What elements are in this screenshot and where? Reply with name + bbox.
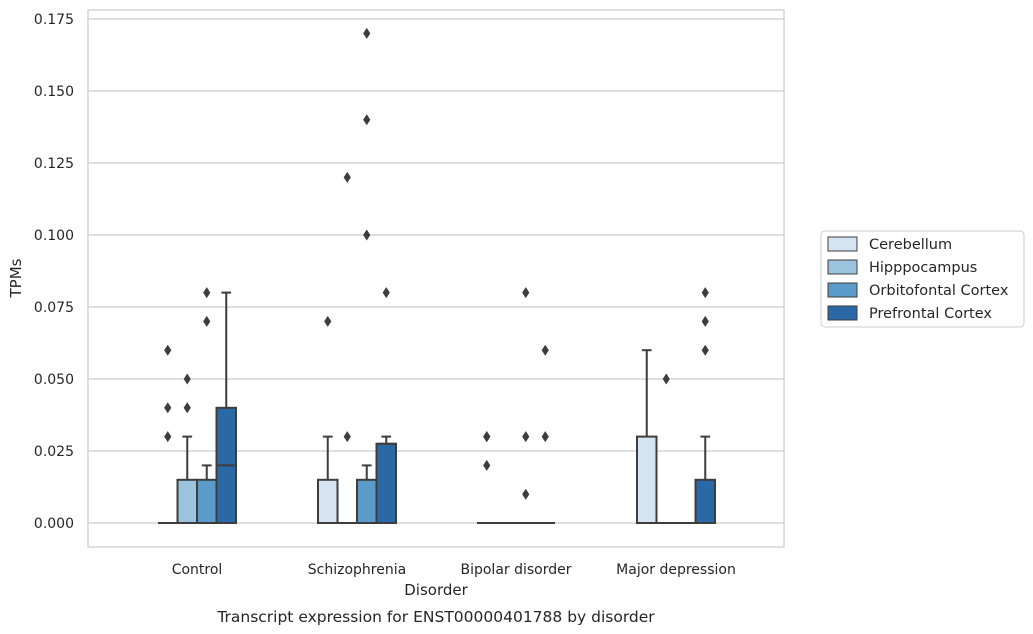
x-tick-label: Major depression — [616, 562, 736, 578]
y-tick-label: 0.025 — [34, 444, 74, 460]
boxes — [158, 291, 716, 525]
outlier-point — [522, 431, 530, 443]
outlier-point — [363, 229, 371, 241]
legend-swatch — [827, 259, 858, 275]
x-tick-label: Control — [172, 562, 223, 578]
outlier-point — [183, 373, 191, 385]
legend-items: Cerebellum Hipppocampus Orbitofontal Corte… — [827, 236, 1009, 322]
outlier-point — [343, 171, 351, 183]
y-axis-label: TPMs — [7, 258, 25, 298]
y-tick-label: 0.075 — [34, 300, 74, 316]
legend-swatch — [827, 305, 858, 321]
gridlines — [88, 18, 784, 524]
y-tick-label: 0.050 — [34, 372, 74, 388]
legend-label: Cerebellum — [869, 237, 952, 253]
outlier-point — [701, 315, 709, 327]
legend-label: Prefrontal Cortex — [869, 306, 992, 322]
x-tick-label: Schizophrenia — [308, 562, 406, 578]
y-axis-ticks: 0.000 0.025 0.050 0.075 0.100 0.125 0.150 0.175 — [34, 12, 74, 532]
outlier-point — [164, 344, 172, 356]
box-body — [636, 435, 658, 525]
outlier-point — [701, 287, 709, 299]
outlier-point — [363, 27, 371, 39]
outlier-point — [183, 402, 191, 414]
outlier-point — [522, 488, 530, 500]
legend-swatch — [827, 282, 858, 298]
outliers — [164, 27, 709, 500]
box-body — [176, 478, 198, 524]
box — [317, 435, 339, 524]
legend-frame — [820, 230, 1025, 328]
x-tick-label: Bipolar disorder — [460, 562, 571, 578]
y-tick-label: 0.150 — [34, 84, 74, 100]
box-body — [375, 442, 397, 524]
chart-caption: Transcript expression for ENST0000040178… — [216, 608, 655, 626]
outlier-point — [203, 287, 211, 299]
outlier-point — [483, 431, 491, 443]
outlier-point — [164, 402, 172, 414]
outlier-point — [324, 315, 332, 327]
box — [215, 291, 237, 524]
outlier-point — [522, 287, 530, 299]
outlier-point — [541, 431, 549, 443]
outlier-point — [203, 315, 211, 327]
plot-frame — [87, 9, 785, 548]
box — [375, 435, 397, 524]
x-axis-label: Disorder — [404, 581, 468, 599]
legend: Cerebellum Hipppocampus Orbitofontal Corte… — [820, 230, 1025, 328]
outlier-point — [701, 344, 709, 356]
box-body — [196, 478, 218, 524]
y-tick-label: 0.175 — [34, 12, 74, 28]
x-axis-ticks: Control Schizophrenia Bipolar disorder Majo… — [172, 562, 736, 578]
outlier-point — [382, 287, 390, 299]
y-tick-label: 0.100 — [34, 228, 74, 244]
outlier-point — [343, 431, 351, 443]
outlier-point — [164, 431, 172, 443]
box-body — [356, 478, 378, 524]
box — [196, 464, 218, 524]
legend-label: Orbitofontal Cortex — [869, 283, 1009, 299]
outlier-point — [662, 373, 670, 385]
box-body — [694, 478, 716, 524]
box — [636, 349, 658, 525]
box — [694, 435, 716, 524]
box-body — [317, 478, 339, 524]
legend-swatch — [827, 236, 858, 252]
box — [356, 464, 378, 524]
y-tick-label: 0.125 — [34, 156, 74, 172]
outlier-point — [483, 459, 491, 471]
box — [176, 435, 198, 524]
outlier-point — [541, 344, 549, 356]
outlier-point — [363, 114, 371, 126]
y-tick-label: 0.000 — [34, 516, 74, 532]
legend-label: Hipppocampus — [869, 260, 977, 276]
